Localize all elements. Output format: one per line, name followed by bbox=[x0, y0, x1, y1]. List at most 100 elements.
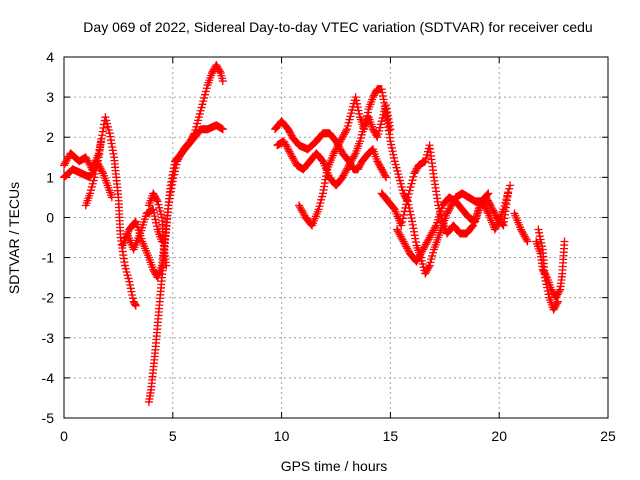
data-point bbox=[296, 204, 305, 213]
data-point bbox=[97, 165, 106, 174]
data-point bbox=[398, 235, 407, 244]
data-point bbox=[279, 137, 288, 146]
x-tick-label: 15 bbox=[383, 428, 399, 444]
data-point bbox=[535, 232, 544, 241]
data-point bbox=[339, 132, 348, 141]
data-point bbox=[60, 161, 68, 170]
data-point bbox=[416, 250, 425, 259]
data-point bbox=[486, 201, 495, 210]
data-point bbox=[350, 150, 359, 159]
data-point bbox=[422, 238, 431, 247]
data-point bbox=[400, 207, 409, 216]
data-point bbox=[170, 167, 179, 176]
data-point bbox=[404, 246, 413, 255]
data-point bbox=[468, 222, 477, 231]
data-point bbox=[169, 174, 178, 183]
data-point bbox=[346, 157, 355, 166]
data-point bbox=[424, 263, 433, 272]
data-point bbox=[151, 215, 160, 224]
data-point bbox=[491, 210, 500, 219]
data-point bbox=[430, 224, 439, 233]
data-point bbox=[98, 167, 107, 176]
data-point bbox=[172, 160, 181, 169]
data-point bbox=[537, 242, 546, 251]
data-point bbox=[518, 228, 527, 237]
data-point bbox=[351, 93, 360, 102]
data-point bbox=[398, 214, 407, 223]
data-point bbox=[398, 217, 407, 226]
data-point bbox=[407, 214, 416, 223]
data-point bbox=[130, 218, 139, 227]
data-point bbox=[189, 130, 198, 139]
data-point bbox=[83, 156, 92, 165]
data-point bbox=[397, 234, 406, 243]
data-point bbox=[347, 156, 356, 165]
data-point bbox=[128, 290, 137, 299]
data-point bbox=[295, 201, 304, 210]
x-tick-label: 25 bbox=[600, 428, 616, 444]
data-point bbox=[420, 242, 429, 251]
series-trace-j bbox=[295, 85, 515, 278]
data-point bbox=[339, 171, 348, 180]
data-point bbox=[336, 137, 345, 146]
data-point bbox=[419, 243, 428, 252]
data-point bbox=[426, 231, 435, 240]
data-point bbox=[128, 294, 137, 303]
data-point bbox=[149, 208, 158, 217]
data-point bbox=[298, 208, 307, 217]
series-trace-o bbox=[534, 225, 562, 314]
data-point bbox=[297, 206, 306, 215]
data-point bbox=[131, 300, 140, 309]
data-point bbox=[284, 145, 293, 154]
x-tick-label: 0 bbox=[60, 428, 68, 444]
data-point bbox=[541, 276, 550, 285]
data-point bbox=[386, 137, 395, 146]
data-point bbox=[107, 193, 116, 202]
data-point bbox=[338, 133, 347, 142]
data-point bbox=[332, 144, 341, 153]
data-point bbox=[543, 283, 552, 292]
data-point bbox=[415, 252, 424, 261]
data-point bbox=[94, 156, 103, 165]
data-point bbox=[152, 195, 161, 204]
data-point bbox=[126, 280, 135, 289]
x-tick-label: 10 bbox=[274, 428, 290, 444]
data-point bbox=[150, 212, 159, 221]
y-tick-label: -5 bbox=[42, 410, 55, 426]
data-point bbox=[419, 245, 428, 254]
series-trace-f bbox=[144, 61, 227, 406]
data-point bbox=[407, 179, 416, 188]
data-point bbox=[404, 189, 413, 198]
data-point bbox=[343, 164, 352, 173]
data-point bbox=[389, 150, 398, 159]
data-point bbox=[406, 183, 415, 192]
data-point bbox=[82, 154, 91, 163]
series-trace-c bbox=[81, 137, 105, 210]
data-point bbox=[176, 150, 185, 159]
data-point bbox=[387, 143, 396, 152]
data-point bbox=[282, 142, 291, 151]
data-point bbox=[516, 225, 525, 234]
data-point bbox=[341, 168, 350, 177]
data-point bbox=[490, 208, 499, 217]
data-point bbox=[173, 157, 182, 166]
data-point bbox=[218, 77, 227, 86]
data-point bbox=[394, 228, 403, 237]
data-point bbox=[60, 159, 69, 168]
data-point bbox=[372, 131, 381, 140]
data-point bbox=[555, 287, 564, 296]
data-point bbox=[544, 290, 553, 299]
data-point bbox=[168, 177, 177, 186]
data-point bbox=[431, 223, 440, 232]
data-point bbox=[506, 181, 515, 190]
data-point bbox=[542, 280, 551, 289]
data-point bbox=[534, 225, 543, 234]
series-trace-a bbox=[60, 113, 140, 310]
data-point bbox=[99, 123, 108, 132]
data-point bbox=[505, 184, 514, 193]
data-point bbox=[341, 126, 350, 135]
data-point bbox=[560, 237, 569, 246]
data-point bbox=[414, 254, 423, 263]
